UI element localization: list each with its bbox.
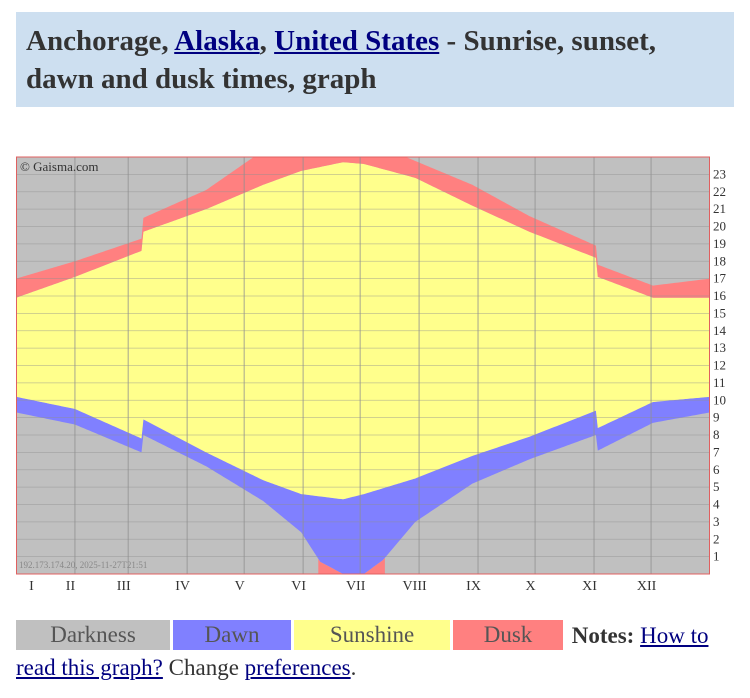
x-tick-label: XI	[582, 579, 597, 592]
y-tick-label: 5	[713, 479, 720, 494]
y-tick-label: 6	[713, 462, 720, 477]
dawn-band	[16, 396, 710, 574]
legend-darkness: Darkness	[16, 620, 170, 650]
y-tick-label: 21	[713, 201, 726, 216]
y-tick-label: 9	[713, 410, 720, 425]
x-tick-label: VIII	[403, 579, 427, 592]
y-tick-label: 11	[713, 375, 726, 390]
x-tick-label: II	[66, 579, 76, 592]
y-tick-label: 23	[713, 166, 726, 181]
x-tick-label: IX	[466, 579, 481, 592]
y-tick-label: 22	[713, 184, 726, 199]
copyright-label: © Gaisma.com	[20, 159, 98, 174]
title-rest: - Sunrise, sunset, dawn and dusk times, …	[26, 25, 657, 95]
x-tick-label: X	[526, 579, 536, 592]
x-tick-label: VII	[346, 579, 366, 592]
midnight-twilight-band	[318, 557, 385, 574]
y-tick-label: 12	[713, 358, 726, 373]
plot-frame	[16, 156, 710, 575]
chart-grid	[16, 156, 710, 575]
y-tick-label: 7	[713, 444, 720, 459]
legend-sunshine: Sunshine	[294, 620, 450, 650]
y-tick-label: 4	[713, 497, 720, 512]
how-to-read-link[interactable]: How to read this graph?	[16, 623, 709, 680]
period-text: .	[350, 655, 357, 680]
notes-label: Notes:	[571, 623, 635, 648]
region-link[interactable]: Alaska	[174, 25, 260, 57]
y-tick-label: 2	[713, 531, 720, 546]
y-tick-label: 10	[713, 392, 726, 407]
page-title: Anchorage, Alaska, United States - Sunri…	[26, 22, 724, 98]
y-tick-label: 15	[713, 305, 726, 320]
server-timestamp-note: 192.173.174.20, 2025-11-27T21:51	[19, 560, 147, 570]
y-tick-label: 18	[713, 253, 726, 268]
country-link[interactable]: United States	[274, 25, 440, 57]
x-tick-label: III	[117, 579, 131, 592]
x-tick-label: XII	[637, 579, 657, 592]
x-tick-label: V	[235, 579, 245, 592]
y-tick-label: 20	[713, 219, 726, 234]
preferences-link[interactable]: preferences	[244, 655, 351, 680]
legend-dawn: Dawn	[173, 620, 291, 650]
x-tick-label: IV	[175, 579, 190, 592]
title-separator: ,	[259, 25, 275, 57]
page-header: Anchorage, Alaska, United States - Sunri…	[16, 12, 734, 107]
y-tick-label: 19	[713, 236, 726, 251]
y-tick-label: 3	[713, 514, 720, 529]
y-tick-label: 13	[713, 340, 726, 355]
y-tick-label: 16	[713, 288, 727, 303]
change-text: Change	[162, 655, 245, 680]
dusk-band	[16, 157, 710, 298]
y-tick-label: 14	[713, 323, 727, 338]
legend-and-notes: Darkness Dawn Sunshine Dusk Notes: How to r…	[16, 620, 746, 684]
legend-dusk: Dusk	[453, 620, 563, 650]
y-tick-label: 17	[713, 271, 727, 286]
title-city: Anchorage,	[26, 25, 175, 57]
x-tick-label: VI	[291, 579, 306, 592]
x-tick-label: I	[29, 579, 34, 592]
y-tick-label: 1	[713, 549, 720, 564]
y-tick-label: 8	[713, 427, 720, 442]
